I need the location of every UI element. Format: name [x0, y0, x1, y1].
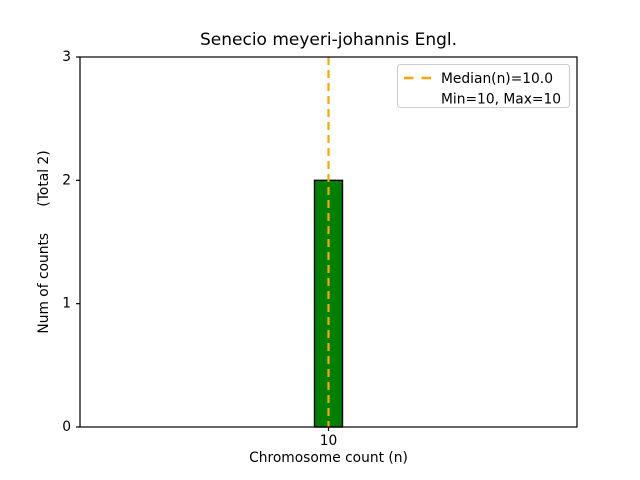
legend: Median(n)=10.0 Min=10, Max=10: [396, 63, 571, 109]
chart-title: Senecio meyeri-johannis Engl.: [200, 30, 457, 50]
legend-box: [396, 63, 571, 109]
x-axis-ticks: 10: [320, 427, 338, 449]
y-axis-ticks: 0 1 2 3: [62, 49, 80, 435]
y-axis-label: Num of counts (Total 2): [36, 150, 52, 333]
y-tick-label: 3: [62, 49, 71, 65]
x-tick-label: 10: [320, 433, 338, 449]
x-axis-label: Chromosome count (n): [249, 450, 408, 466]
legend-minmax-label: Min=10, Max=10: [441, 92, 561, 108]
y-tick-label: 2: [62, 172, 71, 188]
y-tick-label: 1: [62, 296, 71, 312]
legend-median-label: Median(n)=10.0: [441, 71, 553, 87]
y-tick-label: 0: [62, 419, 71, 435]
